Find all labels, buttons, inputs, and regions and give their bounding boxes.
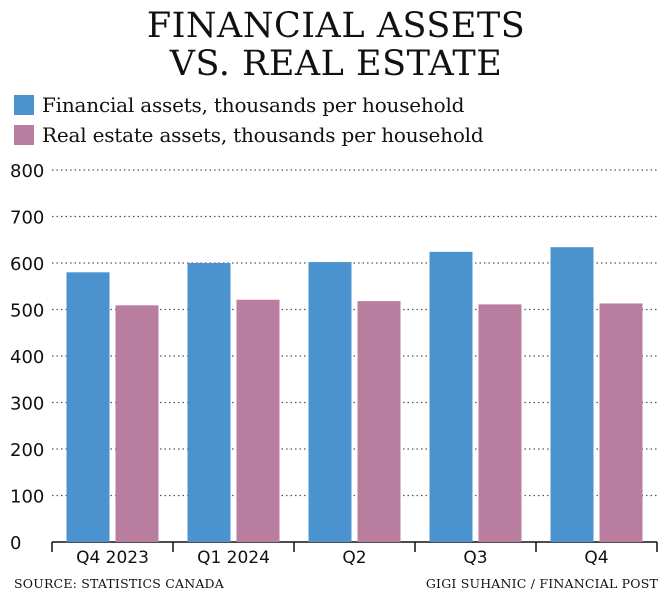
x-tick-label: Q1 2024 <box>197 548 270 568</box>
x-tick-label: Q3 <box>463 548 487 568</box>
bar-real-estate-assets <box>599 303 643 542</box>
y-tick-label: 300 <box>10 394 44 415</box>
x-tick-label: Q4 <box>584 548 608 568</box>
bar-financial-assets <box>66 272 110 542</box>
y-tick-label: 700 <box>10 208 44 229</box>
legend-swatch-financial <box>14 95 34 115</box>
y-tick-label: 100 <box>10 487 44 508</box>
chart-title-line-2: VS. REAL ESTATE <box>169 44 503 84</box>
credit-note: GIGI SUHANIC / FINANCIAL POST <box>425 576 658 591</box>
source-note: SOURCE: STATISTICS CANADA <box>14 576 225 591</box>
bar-real-estate-assets <box>357 301 401 542</box>
bar-real-estate-assets <box>236 299 280 542</box>
bar-financial-assets <box>308 262 352 542</box>
legend-label-financial: Financial assets, thousands per househol… <box>42 93 465 117</box>
bar-real-estate-assets <box>478 304 522 542</box>
x-tick-label: Q2 <box>342 548 366 568</box>
legend-label-real-estate: Real estate assets, thousands per househ… <box>42 123 484 147</box>
y-tick-label: 800 <box>10 161 44 182</box>
y-tick-label: 400 <box>10 347 44 368</box>
y-tick-label: 200 <box>10 440 44 461</box>
legend-item-financial: Financial assets, thousands per househol… <box>14 90 483 120</box>
y-tick-label: 500 <box>10 301 44 322</box>
legend-item-real-estate: Real estate assets, thousands per househ… <box>14 120 484 150</box>
bar-financial-assets <box>550 247 594 542</box>
bar-financial-assets <box>187 263 231 542</box>
y-tick-label: 0 <box>10 533 21 554</box>
bar-real-estate-assets <box>115 305 159 542</box>
x-tick-label: Q4 2023 <box>76 548 149 568</box>
chart-title-line-1: FINANCIAL ASSETS <box>146 6 526 46</box>
chart-legend: Financial assets, thousands per househol… <box>14 90 484 150</box>
bar-financial-assets <box>429 251 473 542</box>
y-tick-label: 600 <box>10 254 44 275</box>
legend-swatch-real-estate <box>14 125 34 145</box>
